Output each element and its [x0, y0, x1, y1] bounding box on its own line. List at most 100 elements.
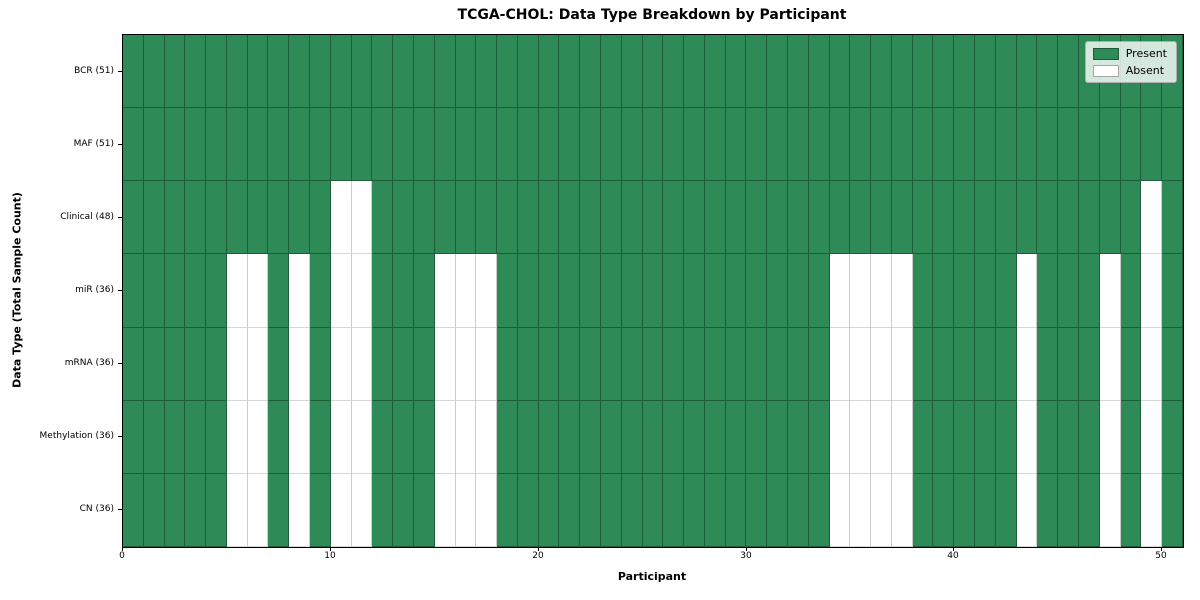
cell-CN-p24-present: [621, 473, 643, 547]
cell-MAF-p0-present: [123, 108, 144, 182]
cell-mRNA-p5-absent: [226, 327, 248, 401]
cell-Methylation-p39-present: [933, 400, 955, 474]
cell-miR-p17-absent: [476, 254, 498, 328]
cell-miR-p38-present: [912, 254, 934, 328]
cell-MAF-p38-present: [912, 108, 934, 182]
cell-Clinical-p39-present: [933, 181, 955, 255]
cell-CN-p35-absent: [850, 473, 872, 547]
cell-mRNA-p44-present: [1037, 327, 1059, 401]
cell-miR-p14-present: [413, 254, 435, 328]
cell-miR-p30-present: [746, 254, 768, 328]
cell-BCR-p32-present: [788, 35, 809, 109]
cell-miR-p25-present: [642, 254, 664, 328]
cell-Methylation-p11-absent: [351, 400, 373, 474]
cell-miR-p4-present: [206, 254, 227, 328]
cell-Methylation-p9-present: [310, 400, 331, 474]
cell-Clinical-p4-present: [206, 181, 227, 255]
cell-BCR-p30-present: [746, 35, 768, 109]
cell-CN-p2-present: [164, 473, 186, 547]
cell-Clinical-p17-present: [476, 181, 498, 255]
cell-Clinical-p6-present: [247, 181, 269, 255]
cell-CN-p49-absent: [1141, 473, 1163, 547]
cell-Clinical-p22-present: [580, 181, 601, 255]
cell-Methylation-p1-present: [143, 400, 165, 474]
cell-mRNA-p31-present: [767, 327, 788, 401]
legend-label-present: Present: [1125, 47, 1167, 60]
cell-CN-p32-present: [788, 473, 809, 547]
cell-mRNA-p34-absent: [829, 327, 851, 401]
cell-MAF-p34-present: [829, 108, 851, 182]
x-tick-mark-40: [953, 547, 954, 551]
cell-miR-p28-present: [704, 254, 726, 328]
legend: Present Absent: [1084, 41, 1177, 83]
cell-BCR-p33-present: [808, 35, 830, 109]
cell-CN-p3-present: [185, 473, 207, 547]
cell-Clinical-p1-present: [143, 181, 165, 255]
cell-MAF-p48-present: [1120, 108, 1142, 182]
cell-mRNA-p35-absent: [850, 327, 872, 401]
cell-miR-p41-present: [975, 254, 996, 328]
y-tick-label-Clinical: Clinical (48): [60, 212, 114, 222]
cell-Clinical-p37-present: [891, 181, 913, 255]
cell-mRNA-p16-absent: [455, 327, 477, 401]
cell-CN-p0-present: [123, 473, 144, 547]
cell-BCR-p44-present: [1037, 35, 1059, 109]
cell-MAF-p42-present: [995, 108, 1017, 182]
cell-BCR-p19-present: [517, 35, 539, 109]
cell-CN-p6-absent: [247, 473, 269, 547]
x-tick-mark-30: [746, 547, 747, 551]
cell-Clinical-p35-present: [850, 181, 872, 255]
cell-miR-p46-present: [1078, 254, 1100, 328]
cell-mRNA-p42-present: [995, 327, 1017, 401]
cell-MAF-p5-present: [226, 108, 248, 182]
cell-MAF-p37-present: [891, 108, 913, 182]
cell-Methylation-p27-present: [684, 400, 705, 474]
x-tick-mark-10: [330, 547, 331, 551]
cell-Methylation-p31-present: [767, 400, 788, 474]
cell-Methylation-p43-absent: [1016, 400, 1038, 474]
cell-Methylation-p18-present: [497, 400, 518, 474]
cell-MAF-p9-present: [310, 108, 331, 182]
cell-MAF-p47-present: [1099, 108, 1121, 182]
cell-BCR-p23-present: [600, 35, 622, 109]
cell-MAF-p27-present: [684, 108, 705, 182]
cell-Methylation-p13-present: [393, 400, 414, 474]
cell-Methylation-p7-present: [268, 400, 290, 474]
cell-CN-p19-present: [517, 473, 539, 547]
cell-Methylation-p25-present: [642, 400, 664, 474]
cell-Clinical-p16-present: [455, 181, 477, 255]
cell-Methylation-p20-present: [538, 400, 560, 474]
absent-swatch-icon: [1092, 64, 1119, 77]
cell-MAF-p10-present: [330, 108, 352, 182]
cell-MAF-p12-present: [372, 108, 394, 182]
cell-Methylation-p34-absent: [829, 400, 851, 474]
cell-miR-p15-absent: [434, 254, 456, 328]
cell-MAF-p41-present: [975, 108, 996, 182]
cell-Clinical-p9-present: [310, 181, 331, 255]
cell-MAF-p2-present: [164, 108, 186, 182]
cell-Clinical-p0-present: [123, 181, 144, 255]
x-tick-label-50: 50: [1155, 551, 1167, 561]
cell-MAF-p19-present: [517, 108, 539, 182]
cell-Clinical-p48-present: [1120, 181, 1142, 255]
cell-Clinical-p19-present: [517, 181, 539, 255]
cell-MAF-p32-present: [788, 108, 809, 182]
cell-MAF-p39-present: [933, 108, 955, 182]
cell-Methylation-p32-present: [788, 400, 809, 474]
cell-MAF-p1-present: [143, 108, 165, 182]
y-tick-label-BCR: BCR (51): [74, 66, 114, 76]
y-tick-label-MAF: MAF (51): [73, 139, 114, 149]
cell-miR-p5-absent: [226, 254, 248, 328]
cell-miR-p44-present: [1037, 254, 1059, 328]
cell-miR-p24-present: [621, 254, 643, 328]
cell-Clinical-p49-absent: [1141, 181, 1163, 255]
legend-label-absent: Absent: [1125, 64, 1165, 77]
cell-Clinical-p11-absent: [351, 181, 373, 255]
cell-Clinical-p30-present: [746, 181, 768, 255]
cell-BCR-p45-present: [1058, 35, 1079, 109]
cell-Clinical-p29-present: [725, 181, 747, 255]
cell-miR-p9-present: [310, 254, 331, 328]
cell-CN-p25-present: [642, 473, 664, 547]
cell-CN-p23-present: [600, 473, 622, 547]
legend-entry-present: Present: [1092, 47, 1167, 60]
